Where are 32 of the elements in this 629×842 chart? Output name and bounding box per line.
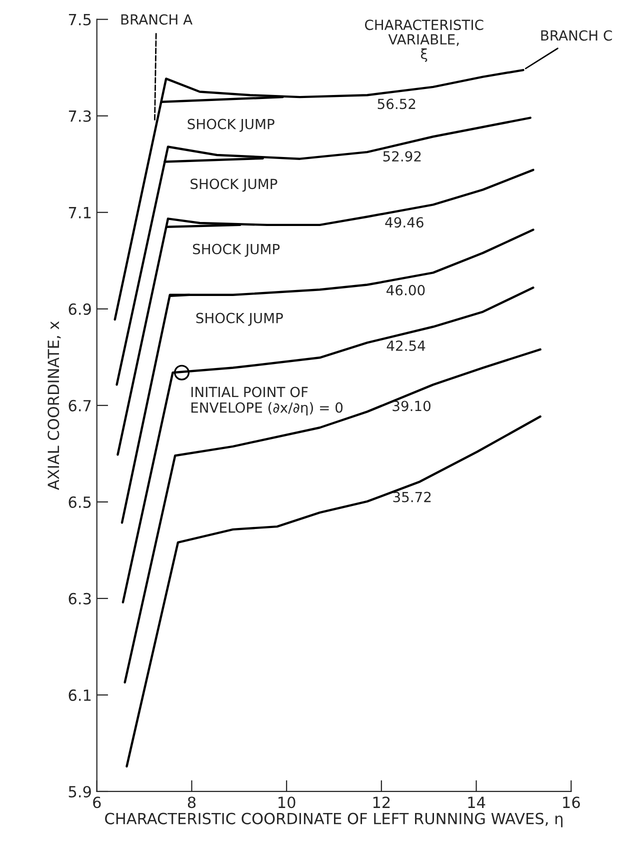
annotation: SHOCK JUMP — [192, 244, 280, 257]
y-tick-label: 5.9 — [68, 786, 91, 798]
series-label: 49.46 — [385, 217, 424, 228]
y-tick-label: 6.1 — [68, 689, 91, 701]
y-tick-label: 6.3 — [68, 592, 91, 604]
annotation: INITIAL POINT OF ENVELOPE (∂x/∂η) = 0 — [191, 386, 343, 416]
y-tick-label: 6.9 — [68, 303, 91, 315]
annotation: SHOCK JUMP — [190, 178, 278, 192]
series-label: 35.72 — [393, 492, 431, 502]
annotation: SHOCK JUMP — [196, 312, 283, 326]
annotation: BRANCH A — [121, 14, 192, 25]
series-label: 46.00 — [386, 284, 425, 296]
x-tick-label: 10 — [278, 796, 296, 808]
series-label: 56.52 — [378, 98, 416, 110]
x-tick-label: 8 — [188, 796, 196, 808]
y-tick-label: 7.5 — [68, 14, 91, 26]
y-tick-label: 6.5 — [68, 496, 91, 508]
x-tick-label: 14 — [468, 796, 486, 808]
series-label: 52.92 — [383, 151, 421, 162]
x-tick-label: 6 — [93, 796, 101, 808]
y-axis-title: AXIAL COORDINATE, x — [48, 321, 61, 490]
series-label: 42.54 — [386, 340, 426, 352]
y-tick-label: 7.1 — [68, 207, 91, 218]
legend-title: CHARACTERISTIC VARIABLE, ξ — [364, 20, 484, 62]
y-tick-label: 6.7 — [68, 400, 91, 412]
x-tick-label: 16 — [563, 796, 580, 808]
x-tick-label: 12 — [373, 796, 390, 808]
annotation: SHOCK JUMP — [188, 118, 274, 132]
x-axis-title: CHARACTERISTIC COORDINATE OF LEFT RUNNING WAVES, η — [105, 812, 562, 828]
series-label: 39.10 — [392, 400, 430, 412]
y-tick-label: 7.3 — [68, 110, 91, 122]
annotation: BRANCH C — [541, 30, 612, 41]
